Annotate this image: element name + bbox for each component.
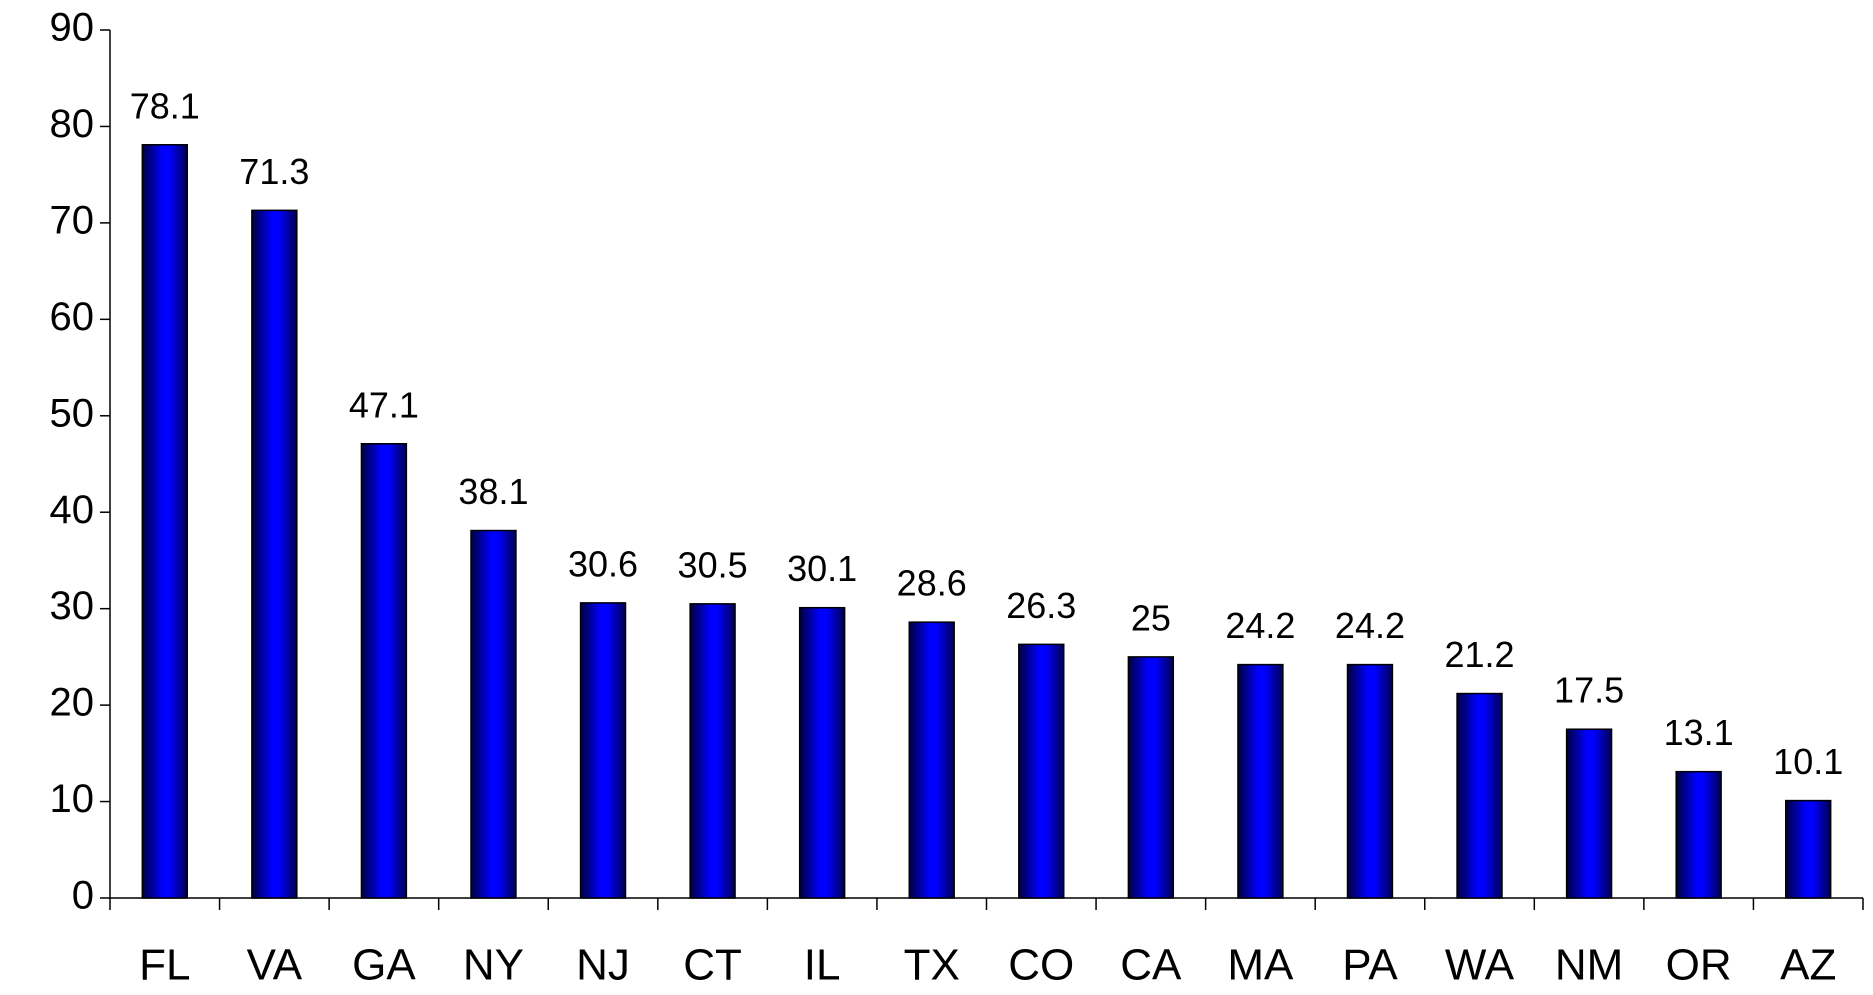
x-tick-label: AZ [1780, 941, 1836, 990]
value-label: 38.1 [458, 471, 528, 512]
x-tick-label: CT [683, 941, 742, 990]
value-label: 30.5 [678, 544, 748, 585]
bar [1565, 728, 1613, 899]
value-label: 21.2 [1444, 634, 1514, 675]
bar [908, 621, 955, 899]
x-tick-label: OR [1666, 941, 1732, 990]
y-tick-label: 10 [50, 777, 95, 821]
x-tick-label: CO [1008, 941, 1074, 990]
y-tick-label: 40 [50, 488, 95, 532]
x-tick-label: WA [1445, 941, 1515, 990]
y-tick-label: 90 [50, 6, 95, 50]
x-tick-label: FL [139, 941, 190, 990]
value-label: 28.6 [897, 563, 967, 604]
x-tick-label: VA [247, 941, 303, 990]
x-tick-label: TX [904, 941, 960, 990]
bar [470, 529, 517, 899]
x-tick-label: NY [463, 941, 524, 990]
bar [1346, 663, 1394, 899]
value-label: 24.2 [1335, 605, 1405, 646]
y-tick-label: 70 [50, 198, 95, 242]
value-label: 13.1 [1664, 712, 1734, 753]
value-label: 24.2 [1225, 605, 1295, 646]
value-label: 10.1 [1773, 741, 1843, 782]
bar [1127, 656, 1175, 899]
x-tick-label: NM [1555, 941, 1623, 990]
y-tick-label: 50 [50, 391, 95, 435]
value-label: 47.1 [349, 384, 419, 425]
y-tick-label: 30 [50, 584, 95, 628]
bar [689, 603, 736, 899]
bar [251, 209, 298, 899]
bar [1675, 770, 1722, 899]
bar [1018, 643, 1065, 899]
x-tick-label: GA [352, 941, 416, 990]
x-tick-label: MA [1227, 941, 1294, 990]
bar [579, 602, 627, 899]
x-tick-label: PA [1342, 941, 1398, 990]
value-label: 26.3 [1006, 585, 1076, 626]
bar [141, 144, 188, 899]
bar [1237, 663, 1284, 899]
value-label: 71.3 [239, 151, 309, 192]
x-tick-label: IL [804, 941, 841, 990]
bar [1456, 692, 1503, 899]
value-label: 30.1 [787, 548, 857, 589]
y-tick-label: 60 [50, 295, 95, 339]
y-tick-label: 20 [50, 681, 95, 725]
value-label: 25 [1131, 597, 1171, 638]
bar [360, 442, 408, 899]
bar [1785, 799, 1832, 899]
x-tick-label: CA [1120, 941, 1182, 990]
bar [798, 606, 846, 899]
x-tick-label: NJ [576, 941, 630, 990]
value-label: 30.6 [568, 543, 638, 584]
value-label: 17.5 [1554, 670, 1624, 711]
y-tick-label: 0 [72, 874, 94, 918]
y-tick-label: 80 [50, 102, 95, 146]
value-label: 78.1 [130, 85, 200, 126]
